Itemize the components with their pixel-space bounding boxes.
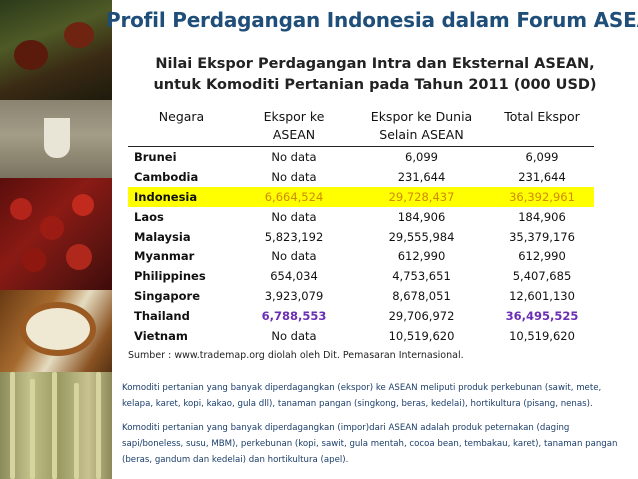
header-export-asean-line2: ASEAN [272, 127, 316, 142]
cell-country: Laos [134, 209, 164, 224]
coffee-cherries-photo [0, 178, 118, 290]
cell-country: Singapore [134, 289, 201, 304]
coffee-cherry [72, 194, 94, 216]
cane-stalk [52, 372, 57, 479]
cell-export-asean: 3,923,079 [264, 289, 324, 304]
slide-title: Profil Perdagangan Indonesia dalam Forum… [106, 8, 638, 32]
cocoa-pod-photo [0, 290, 118, 372]
table-row: Vietnam No data 10,519,620 10,519,620 [128, 326, 594, 346]
cell-total-export: 5,407,685 [512, 269, 572, 284]
cell-total-export: 36,495,525 [505, 309, 579, 324]
cell-total-export: 10,519,620 [509, 328, 575, 343]
cell-export-world: 29,706,972 [388, 309, 455, 324]
header-export-asean-line1: Ekspor ke [263, 109, 325, 124]
cell-export-asean: 654,034 [270, 269, 318, 284]
cell-total-export: 231,644 [518, 169, 566, 184]
palm-oil-photo [0, 0, 118, 100]
table-row: Cambodia No data 231,644 231,644 [128, 167, 594, 187]
cell-total-export: 36,392,961 [490, 186, 594, 207]
cell-export-world: 4,753,651 [392, 269, 451, 284]
cell-country: Cambodia [134, 169, 199, 184]
coffee-cherry [10, 198, 32, 220]
cell-country: Thailand [134, 309, 190, 324]
cell-export-asean: No data [271, 209, 317, 224]
table-row: Brunei No data 6,099 6,099 [128, 147, 594, 167]
cell-export-asean: No data [271, 249, 317, 264]
export-commodities-note: Komoditi pertanian yang banyak diperdaga… [122, 383, 602, 409]
cane-stalk [10, 372, 15, 479]
table-row: Laos No data 184,906 184,906 [128, 207, 594, 227]
cell-total-export: 612,990 [518, 249, 566, 264]
table-caption: Nilai Ekspor Perdagangan Intra dan Ekste… [112, 54, 638, 96]
cane-stalk [96, 372, 101, 479]
latex-cup [44, 118, 70, 158]
cell-total-export: 35,379,176 [509, 229, 575, 244]
palm-fruit-bunch [64, 22, 94, 48]
table-header-row: Negara Ekspor ke ASEAN Ekspor ke Dunia S… [128, 107, 594, 147]
export-table: Negara Ekspor ke ASEAN Ekspor ke Dunia S… [128, 107, 594, 346]
header-total-export: Total Ekspor [490, 107, 594, 147]
sugarcane-photo [0, 372, 118, 479]
cell-country: Brunei [134, 149, 177, 164]
header-export-asean: Ekspor ke ASEAN [235, 107, 353, 147]
header-export-world-line2: Selain ASEAN [379, 127, 464, 142]
cell-export-world: 29,728,437 [353, 186, 490, 207]
cane-stalk [30, 379, 35, 479]
cocoa-pod-inside [26, 308, 90, 350]
cell-export-world: 612,990 [397, 249, 446, 264]
cell-export-world: 6,099 [405, 149, 438, 164]
cell-export-asean: 6,788,553 [261, 309, 327, 324]
coffee-cherry [66, 244, 92, 270]
cell-country: Myanmar [134, 249, 195, 264]
cell-export-world: 29,555,984 [388, 229, 455, 244]
cell-country: Vietnam [134, 328, 188, 343]
coffee-cherry [22, 248, 46, 272]
cane-stalk [74, 383, 79, 479]
table-row: Thailand 6,788,553 29,706,972 36,495,525 [128, 306, 594, 326]
cell-export-asean: 5,823,192 [264, 229, 324, 244]
cell-total-export: 12,601,130 [509, 289, 575, 304]
table-row: Malaysia 5,823,192 29,555,984 35,379,176 [128, 227, 594, 247]
cell-export-world: 10,519,620 [388, 328, 455, 343]
caption-line-2: untuk Komoditi Pertanian pada Tahun 2011… [153, 77, 597, 93]
cell-country: Philippines [134, 269, 206, 284]
palm-fruit-bunch [14, 40, 48, 70]
header-export-world-line1: Ekspor ke Dunia [370, 109, 473, 124]
caption-line-1: Nilai Ekspor Perdagangan Intra dan Ekste… [155, 56, 595, 72]
table-row: Myanmar No data 612,990 612,990 [128, 246, 594, 266]
cell-total-export: 184,906 [518, 209, 566, 224]
cell-export-asean: No data [271, 328, 317, 343]
table-row: Singapore 3,923,079 8,678,051 12,601,130 [128, 286, 594, 306]
cell-export-world: 231,644 [397, 169, 446, 184]
cell-export-asean: 6,664,524 [235, 186, 353, 207]
cell-country: Malaysia [134, 229, 191, 244]
table-row-highlighted: Indonesia 6,664,524 29,728,437 36,392,96… [128, 186, 594, 207]
cell-export-asean: No data [271, 169, 317, 184]
coffee-cherry [40, 216, 64, 240]
header-country: Negara [128, 107, 235, 147]
import-commodities-note: Komoditi pertanian yang banyak diperdaga… [122, 423, 618, 465]
commodity-photo-strip [0, 0, 118, 479]
cell-country: Indonesia [128, 186, 235, 207]
rubber-tree-photo [0, 100, 118, 178]
cell-export-world: 8,678,051 [392, 289, 451, 304]
header-export-world: Ekspor ke Dunia Selain ASEAN [353, 107, 490, 147]
slide-panel [112, 0, 638, 479]
table-row: Philippines 654,034 4,753,651 5,407,685 [128, 266, 594, 286]
source-note: Sumber : www.trademap.org diolah oleh Di… [128, 350, 464, 361]
cell-export-world: 184,906 [397, 209, 446, 224]
cell-export-asean: No data [271, 149, 317, 164]
cell-total-export: 6,099 [525, 149, 559, 164]
